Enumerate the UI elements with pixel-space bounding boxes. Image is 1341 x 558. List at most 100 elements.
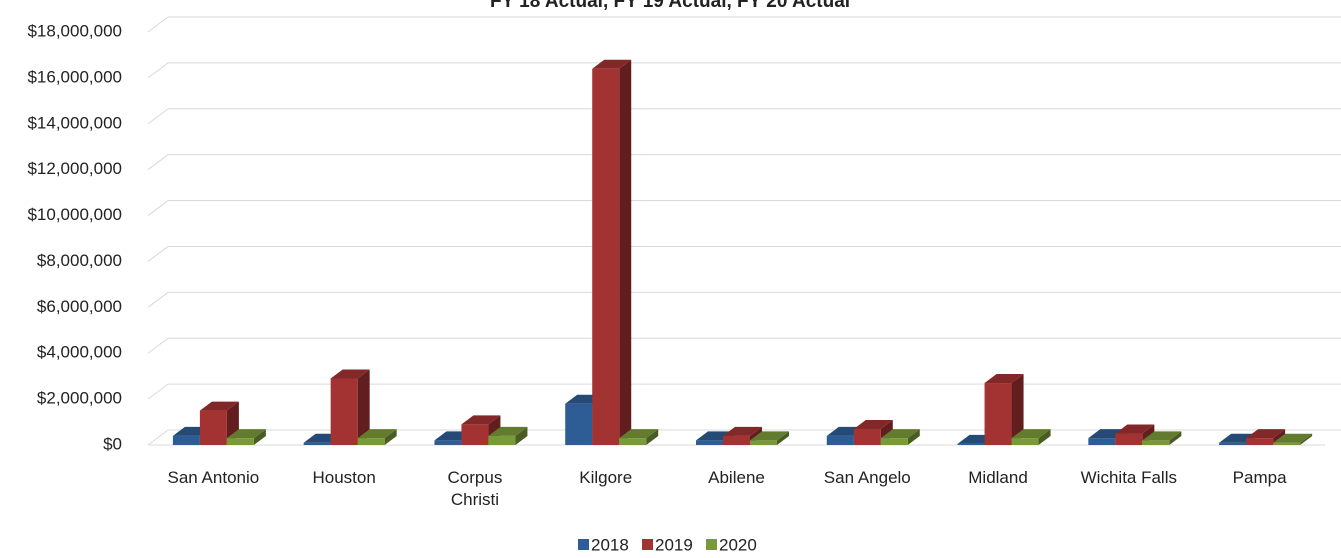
bar-front [696,440,723,445]
grid-line-wall [147,108,169,125]
bar-side [907,429,920,445]
bar-top [1273,433,1313,443]
legend-swatch [706,539,717,550]
bar-front [565,403,593,445]
grid-line-wall [147,62,169,79]
bar-front [330,378,358,445]
grid-line [147,291,1341,308]
chart-title: FY 18 Actual, FY 19 Actual, FY 20 Actual [490,0,850,12]
bar-side [515,426,528,445]
bar-front [1219,442,1247,445]
bar-top [488,426,528,436]
bar-front [172,435,200,445]
grid-line-wall [147,337,169,354]
bar-front [1011,438,1039,445]
bar-top [357,429,397,439]
bar-front [303,442,331,445]
grid-line [147,200,1341,216]
legend-label: 2020 [719,535,757,554]
bar-front [984,383,1012,445]
grid-line-wall [147,291,169,308]
bar-top [461,415,501,425]
y-tick-label: $14,000,000 [27,113,122,132]
bar-top [1011,429,1051,439]
x-tick-label: Corpus Christi [447,468,503,509]
bar-front [1115,433,1143,445]
grid-line [147,62,1341,79]
grid-line-wall [147,200,169,216]
bar-top [1115,424,1155,434]
legend-label: 2018 [591,535,629,554]
grid-line [147,16,1341,33]
y-tick-label: $12,000,000 [27,159,122,178]
bar-front [461,424,489,445]
bar-top [1142,431,1182,441]
bar-front [723,435,750,445]
bar-front [880,438,908,445]
bar-front [957,443,985,445]
legend-swatch [642,539,653,550]
bar-front [619,438,647,445]
y-tick-label: $6,000,000 [37,297,122,316]
bar-front [434,440,462,445]
bar-side [777,431,789,445]
y-tick-label: $0 [103,434,122,453]
bar-top [199,401,239,411]
bar-side [1169,431,1182,445]
x-tick-label: Abilene [708,468,765,487]
bar-front [199,410,227,445]
bar-top [984,374,1024,384]
legend-swatch [578,539,589,550]
bar [199,401,239,445]
x-tick-label: Houston [312,468,376,487]
bar-side [1011,374,1024,445]
bar [1011,429,1051,445]
bar [619,429,659,445]
bar [357,429,397,445]
bar-top [880,429,920,439]
grid-line [147,245,1341,262]
bar-top [750,431,789,441]
bar-side [1038,429,1051,445]
bar [226,429,266,445]
bar-front [750,440,777,445]
y-tick-label: $8,000,000 [37,251,122,270]
bar-top [226,429,266,439]
bar-front [357,438,385,445]
x-tick-label: Pampa [1232,468,1287,487]
bar [750,431,789,445]
bar-front [592,68,620,445]
bar-front [1246,438,1274,445]
y-tick-label: $2,000,000 [37,389,122,408]
bar-front [488,435,516,445]
bar-side [1300,433,1313,445]
x-tick-label: Midland [968,468,1028,487]
grid-line [147,337,1341,354]
bar [1142,431,1182,445]
bar-top [723,426,762,436]
bar [330,369,370,445]
bar-side [619,59,632,445]
y-tick-label: $16,000,000 [27,67,122,86]
legend-label: 2019 [655,535,693,554]
grid-line-wall [147,429,169,446]
y-tick-label: $18,000,000 [27,21,122,40]
grid-line-wall [147,16,169,33]
grid-line-wall [147,246,169,262]
bar-top [853,419,893,429]
x-tick-label: San Angelo [823,468,911,487]
bar [984,374,1024,445]
bar-side [646,429,659,445]
bar-front [226,438,254,445]
grid-line [147,108,1341,125]
bar-front [826,435,854,445]
bar-top [619,429,659,439]
grid-line [147,154,1341,171]
y-tick-label: $4,000,000 [37,343,122,362]
bar-top [592,59,632,69]
bar-side [384,429,397,445]
bar-side [357,369,370,445]
bar-front [1142,440,1170,445]
